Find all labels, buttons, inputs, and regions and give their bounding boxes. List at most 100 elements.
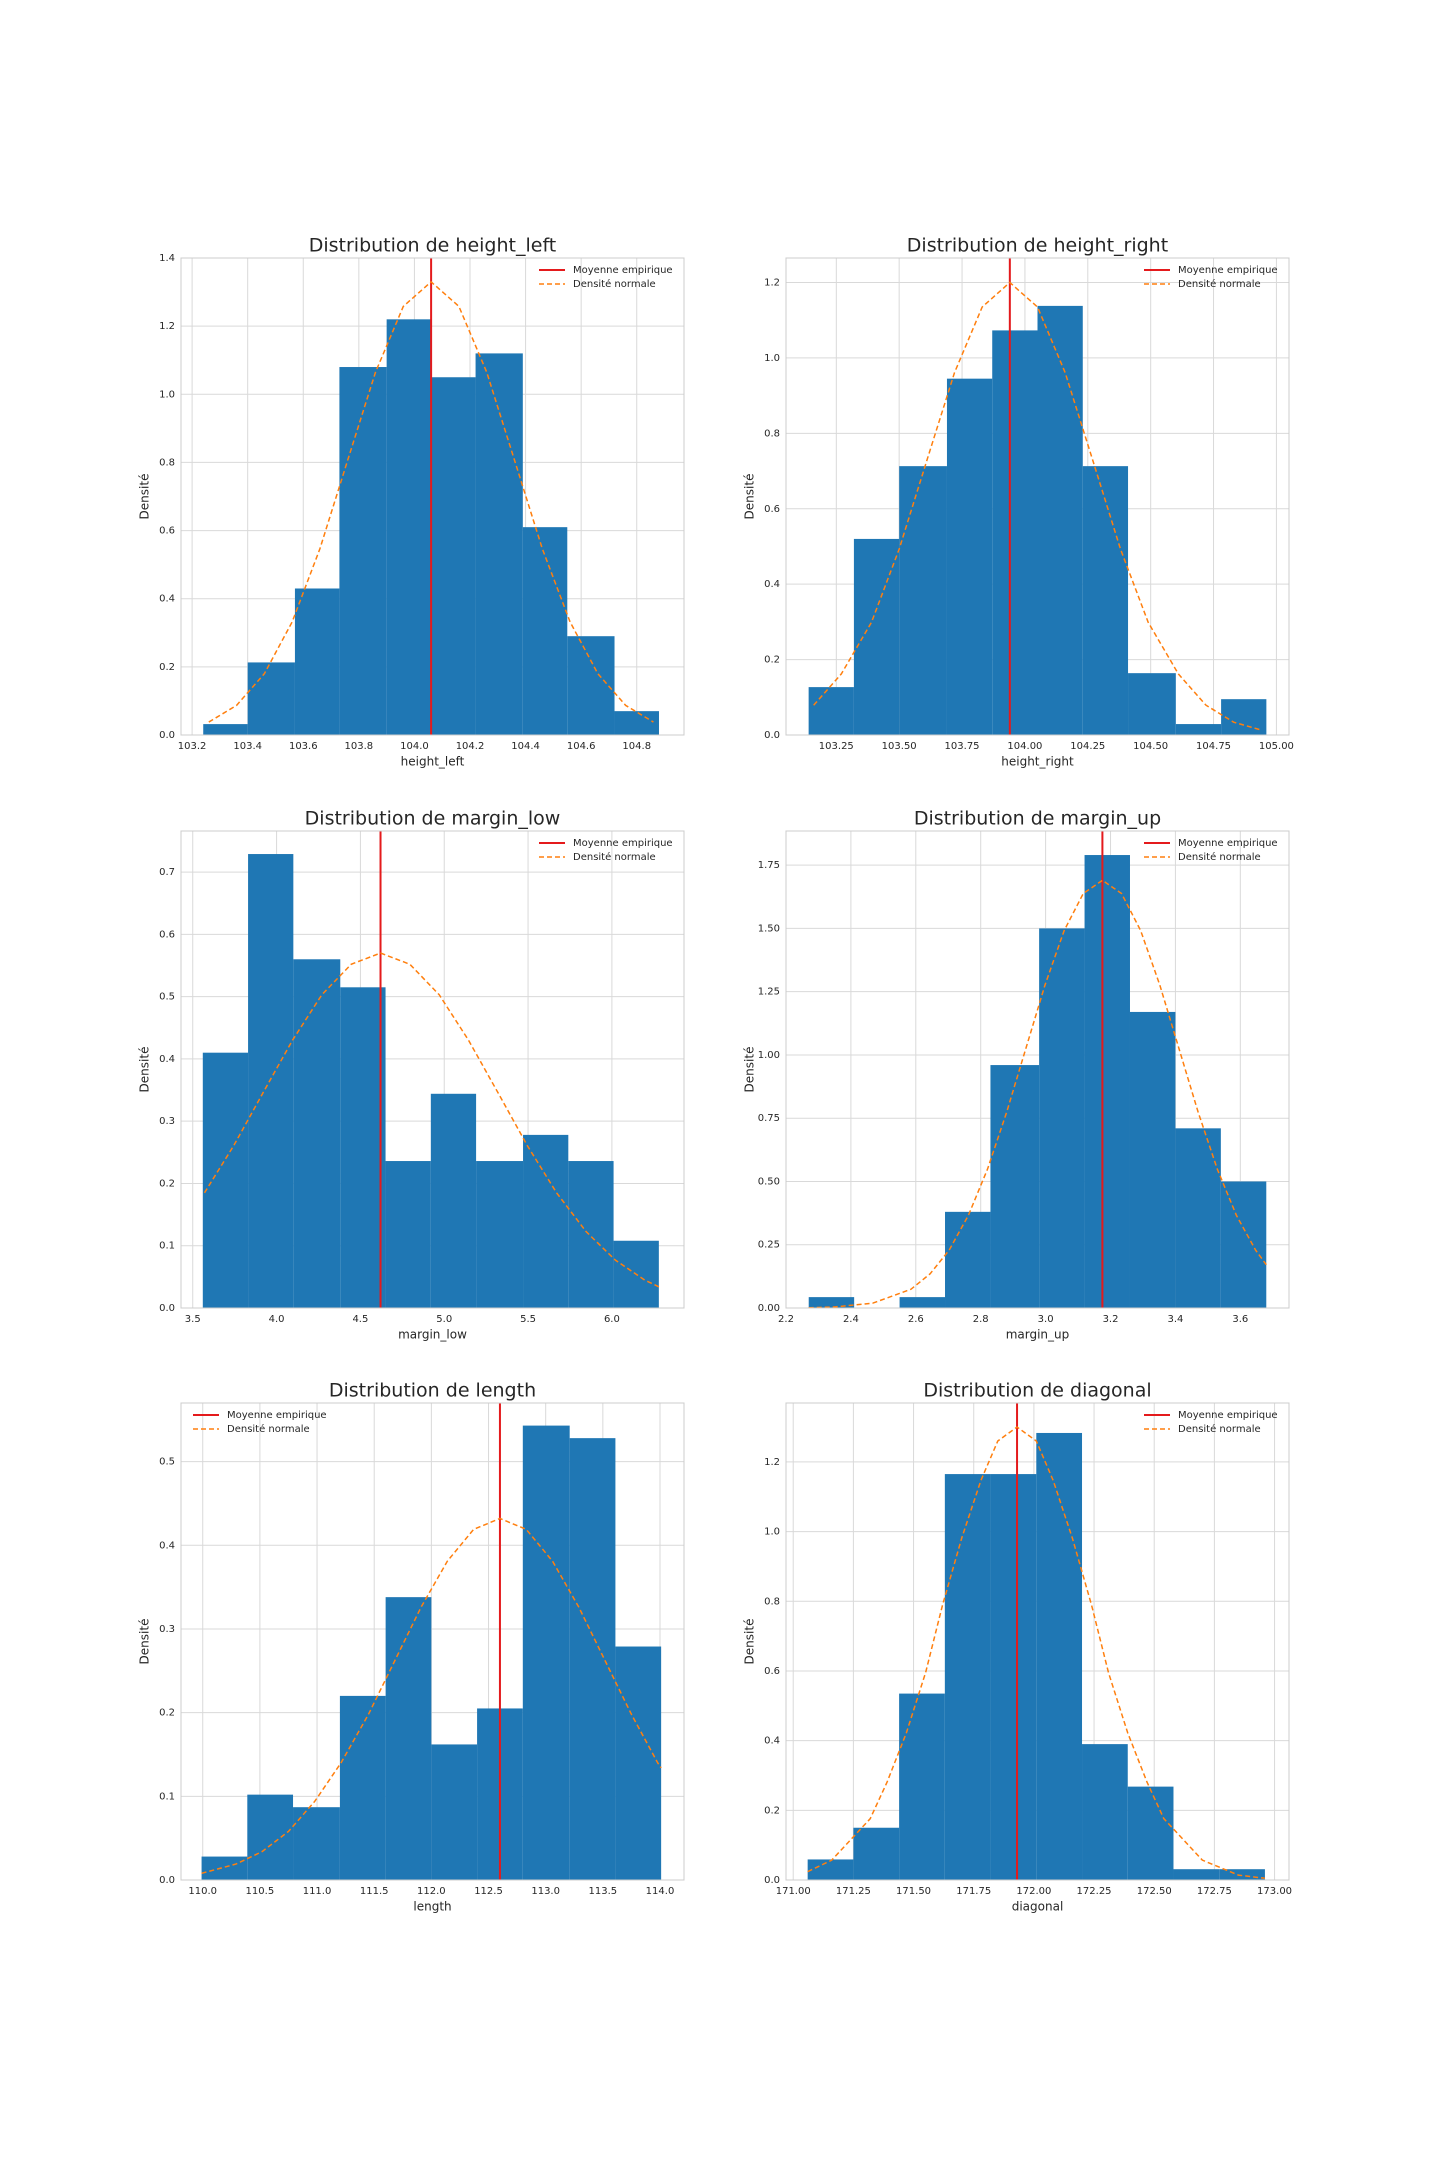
subplot: 103.25 103.50 103.75 104.00 104.25 104.50 104.… xyxy=(743,235,1294,769)
y-tick-label: 0.6 xyxy=(159,929,175,940)
bar xyxy=(385,1161,431,1308)
y-tick-label: 0.8 xyxy=(764,1596,780,1607)
bar xyxy=(522,1425,570,1880)
bar xyxy=(1036,1432,1083,1880)
bar xyxy=(430,1093,477,1308)
density-curve xyxy=(203,952,660,1288)
y-tick-label: 0.2 xyxy=(764,655,780,666)
legend-label: Densité normale xyxy=(573,851,656,863)
bar xyxy=(1175,724,1222,735)
y-tick-label: 1.25 xyxy=(758,987,780,998)
bar xyxy=(1219,1869,1265,1880)
x-tick-label: 103.75 xyxy=(945,741,980,752)
chart-title: Distribution de diagonal xyxy=(923,1380,1151,1402)
y-axis-label: Densité xyxy=(138,1047,152,1093)
bar xyxy=(808,1297,855,1308)
legend-label: Moyenne empirique xyxy=(1178,838,1278,849)
bar xyxy=(1173,1869,1220,1880)
y-tick-label: 0.6 xyxy=(764,1666,780,1677)
density-curve xyxy=(201,1517,662,1875)
y-tick-label: 0.2 xyxy=(159,1178,175,1189)
bar xyxy=(203,724,248,735)
y-tick-label: 1.00 xyxy=(758,1050,780,1061)
x-axis-label: length xyxy=(413,1900,451,1914)
x-tick-label: 172.25 xyxy=(1077,1886,1112,1897)
chart-title: Distribution de height_right xyxy=(907,235,1168,257)
x-tick-label: 171.75 xyxy=(956,1886,991,1897)
bar xyxy=(431,377,476,735)
legend-label: Densité normale xyxy=(1178,851,1261,863)
y-tick-label: 1.2 xyxy=(159,321,175,332)
y-tick-label: 0.2 xyxy=(159,1708,175,1719)
x-tick-label: 110.5 xyxy=(246,1886,275,1897)
chart-title: Distribution de margin_low xyxy=(305,808,561,830)
y-tick-label: 0.75 xyxy=(758,1113,780,1124)
bar xyxy=(990,1065,1040,1308)
x-tick-label: 103.4 xyxy=(233,741,262,752)
y-tick-label: 0.3 xyxy=(159,1116,175,1127)
chart-title: Distribution de height_left xyxy=(309,235,557,257)
bar xyxy=(385,1597,432,1880)
y-axis-label: Densité xyxy=(743,1047,757,1093)
legend-label: Moyenne empirique xyxy=(1178,1410,1278,1421)
bar xyxy=(568,1161,614,1308)
bar xyxy=(944,1474,991,1880)
x-tick-label: 173.00 xyxy=(1257,1886,1292,1897)
y-tick-label: 0.8 xyxy=(159,457,175,468)
x-tick-label: 171.25 xyxy=(836,1886,871,1897)
bar xyxy=(1128,673,1176,735)
x-tick-label: 104.00 xyxy=(1007,741,1042,752)
density-curve xyxy=(808,879,1267,1309)
legend-label: Densité normale xyxy=(573,278,656,290)
bar xyxy=(247,1794,294,1880)
y-tick-label: 0.1 xyxy=(159,1241,175,1252)
bar xyxy=(476,1161,524,1308)
bar xyxy=(339,367,387,735)
y-tick-label: 0.4 xyxy=(764,1736,780,1747)
x-tick-label: 111.5 xyxy=(360,1886,389,1897)
bar xyxy=(201,1856,248,1880)
legend-label: Moyenne empirique xyxy=(573,838,673,849)
y-tick-label: 0.00 xyxy=(758,1303,780,1314)
subplot: 103.2 103.4 103.6 103.8 104.0 104.2 104.4 104.6… xyxy=(138,235,685,769)
x-tick-label: 104.8 xyxy=(622,741,651,752)
y-axis-label: Densité xyxy=(138,474,152,520)
bar xyxy=(807,1859,854,1880)
x-tick-label: 111.0 xyxy=(303,1886,332,1897)
bar xyxy=(946,378,993,735)
y-tick-label: 1.0 xyxy=(159,389,175,400)
bar xyxy=(567,636,615,735)
bar xyxy=(1129,1011,1176,1308)
x-tick-label: 2.6 xyxy=(908,1314,924,1325)
x-tick-label: 103.25 xyxy=(819,741,854,752)
x-tick-label: 103.50 xyxy=(882,741,917,752)
x-tick-label: 104.50 xyxy=(1133,741,1168,752)
subplot: 3.5 4.0 4.5 5.0 5.5 6.0 0.0 0.1 0.2 0.3 0.4 0.5 0.6 0… xyxy=(138,808,685,1342)
bar xyxy=(523,1134,569,1308)
x-tick-label: 4.0 xyxy=(269,1314,285,1325)
bar xyxy=(945,1211,991,1308)
y-tick-label: 1.50 xyxy=(758,923,780,934)
y-tick-label: 0.6 xyxy=(159,526,175,537)
bar xyxy=(293,959,341,1308)
legend-label: Densité normale xyxy=(1178,1423,1261,1435)
bar xyxy=(1082,1744,1128,1880)
bar xyxy=(386,319,432,735)
x-tick-label: 2.4 xyxy=(843,1314,859,1325)
bar xyxy=(899,1297,946,1308)
bar xyxy=(340,987,386,1308)
x-tick-label: 113.0 xyxy=(531,1886,560,1897)
legend-label: Densité normale xyxy=(227,1423,310,1435)
x-tick-label: 104.0 xyxy=(400,741,429,752)
y-tick-label: 0.5 xyxy=(159,992,175,1003)
y-tick-label: 1.4 xyxy=(159,253,175,264)
y-axis-label: Densité xyxy=(138,1619,152,1665)
y-tick-label: 0.50 xyxy=(758,1176,780,1187)
x-tick-label: 104.6 xyxy=(567,741,596,752)
bar xyxy=(992,330,1038,735)
bar xyxy=(899,466,947,735)
x-axis-label: margin_up xyxy=(1006,1328,1070,1342)
plot-frame xyxy=(785,257,1290,736)
bar xyxy=(202,1052,249,1308)
density-curve xyxy=(208,280,654,723)
